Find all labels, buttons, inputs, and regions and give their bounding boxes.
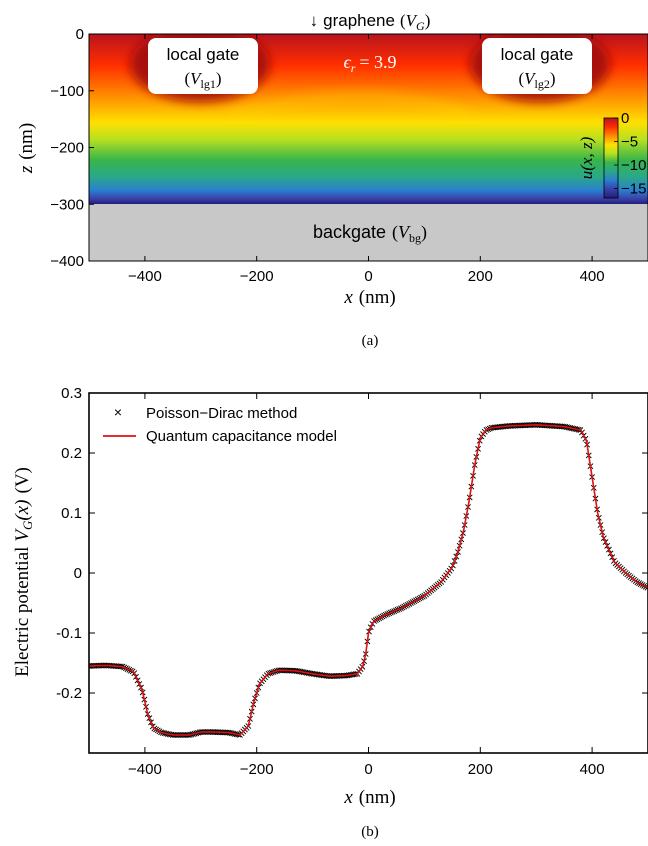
panel-a-x-ticks: −400 −200 0 200 400 (128, 34, 605, 285)
panel-a-y-axis-label: z(nm) (16, 123, 37, 174)
panel-a-caption: (a) (362, 333, 379, 349)
panel-a-x-axis-label: x (nm) (343, 287, 395, 308)
colorbar-tick-label: −15 (621, 181, 646, 198)
legend-marker-x: × (114, 404, 122, 420)
colorbar-fill (603, 117, 619, 199)
panel-b-x-axis-label: x (nm) (343, 787, 395, 808)
panel-a-y-ticks: 0 −100 −200 −300 −400 (50, 26, 94, 270)
legend: × Poisson−Dirac method Quantum capacitan… (103, 404, 337, 445)
panel-b-y-tick-label: 0.3 (61, 385, 82, 402)
panel-b-x-tick-label: 400 (580, 761, 605, 778)
colorbar-tick-label: 0 (621, 110, 629, 127)
panel-b-plot-area (89, 393, 648, 753)
panel-b-x-tick-label: −200 (240, 761, 274, 778)
quantum-capacitance-line (89, 423, 648, 736)
panel-a: local gate (Vlg1) local gate (Vlg2) ϵr = … (16, 11, 648, 349)
backgate-region (89, 204, 648, 261)
panel-a-x-tick-label: 400 (580, 268, 605, 285)
panel-b-y-tick-label: 0.1 (61, 505, 82, 522)
local-gate-label-1: local gate (Vlg1) (148, 38, 258, 94)
panel-a-x-tick-label: −200 (240, 268, 274, 285)
backgate-label: backgate (Vbg) (313, 222, 427, 245)
colorbar: 0 −5 −10 −15 u(x, z) (577, 110, 646, 199)
legend-entry-poisson-dirac: × Poisson−Dirac method (114, 404, 297, 422)
panel-b: −400 −200 0 200 400 0.3 0.2 0.1 0 -0.1 -0.2 × Poi… (12, 385, 648, 840)
panel-b-y-tick-label: 0 (74, 565, 82, 582)
panel-a-y-tick-label: −400 (50, 253, 84, 270)
panel-b-y-tick-label: 0.2 (61, 445, 82, 462)
panel-a-x-tick-label: 0 (364, 268, 372, 285)
panel-b-caption: (b) (361, 824, 379, 840)
svg-text:(Vlg2): (Vlg2) (518, 69, 555, 91)
panel-b-y-axis-label: Electric potentialVG(x)(V) (12, 467, 35, 677)
panel-b-x-tick-label: −400 (128, 761, 162, 778)
legend-label-poisson-dirac: Poisson−Dirac method (146, 405, 297, 422)
panel-a-y-tick-label: −100 (50, 83, 84, 100)
svg-text:local gate: local gate (501, 45, 574, 64)
colorbar-tick-label: −10 (621, 157, 646, 174)
panel-a-y-tick-label: −300 (50, 196, 84, 213)
colorbar-ticks: 0 −5 −10 −15 (614, 110, 646, 198)
panel-b-y-tick-label: -0.2 (56, 685, 82, 702)
local-gate-label-2: local gate (Vlg2) (482, 38, 592, 94)
panel-a-y-tick-label: −200 (50, 140, 84, 157)
panel-b-x-ticks: −400 −200 0 200 400 (128, 393, 605, 778)
panel-b-x-tick-label: 200 (468, 761, 493, 778)
legend-entry-quantum-capacitance: Quantum capacitance model (103, 428, 337, 445)
colorbar-tick-label: −5 (621, 134, 638, 151)
svg-text:local gate: local gate (167, 45, 240, 64)
legend-label-quantum-capacitance: Quantum capacitance model (146, 428, 337, 445)
panel-a-x-tick-label: −400 (128, 268, 162, 285)
permittivity-label: ϵr = 3.9 (343, 52, 396, 75)
panel-a-y-tick-label: 0 (76, 26, 84, 43)
panel-b-y-ticks: 0.3 0.2 0.1 0 -0.1 -0.2 (56, 385, 648, 702)
panel-b-x-tick-label: 0 (364, 761, 372, 778)
graphene-label: ↓ graphene (VG) (310, 11, 431, 33)
svg-text:(Vlg1): (Vlg1) (184, 69, 221, 91)
field-bump-overlay (230, 90, 470, 120)
panel-a-x-tick-label: 200 (468, 268, 493, 285)
colorbar-label: u(x, z) (577, 136, 596, 179)
panel-b-y-tick-label: -0.1 (56, 625, 82, 642)
